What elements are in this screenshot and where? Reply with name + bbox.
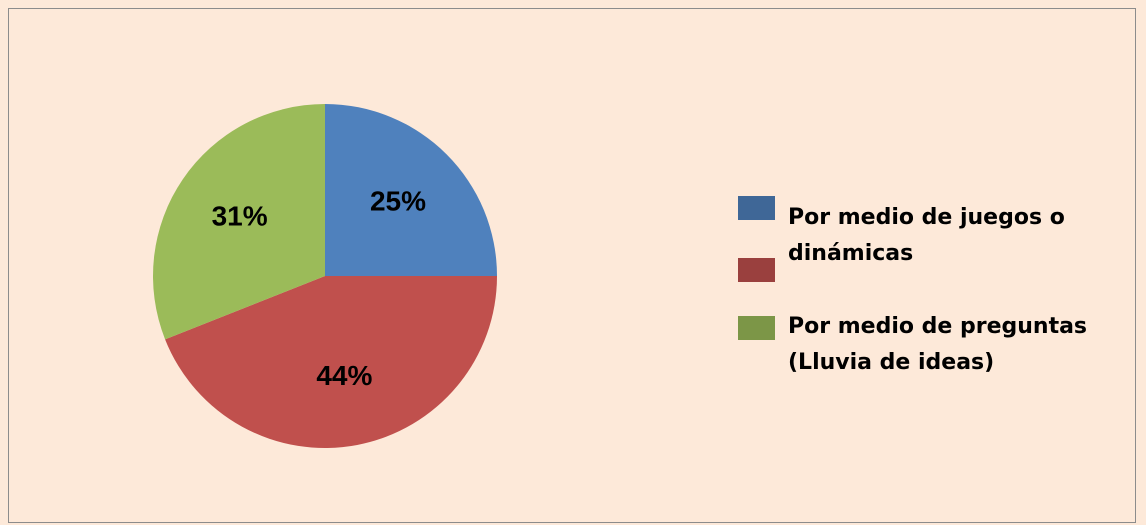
legend-swatch [738,196,775,220]
data-label: 25% [370,185,426,216]
pie-slice [325,104,497,276]
pie-slice [165,276,498,449]
pie-slice [152,104,325,340]
legend-swatch [738,258,775,282]
data-label: 31% [212,200,268,231]
chart-border [8,8,1136,523]
legend-swatch [738,316,775,340]
legend-label: Por medio de preguntas (Lluvia de ideas) [788,314,1088,375]
data-label: 44% [316,360,372,391]
legend-label: Por medio de juegos o dinámicas [788,205,1065,266]
